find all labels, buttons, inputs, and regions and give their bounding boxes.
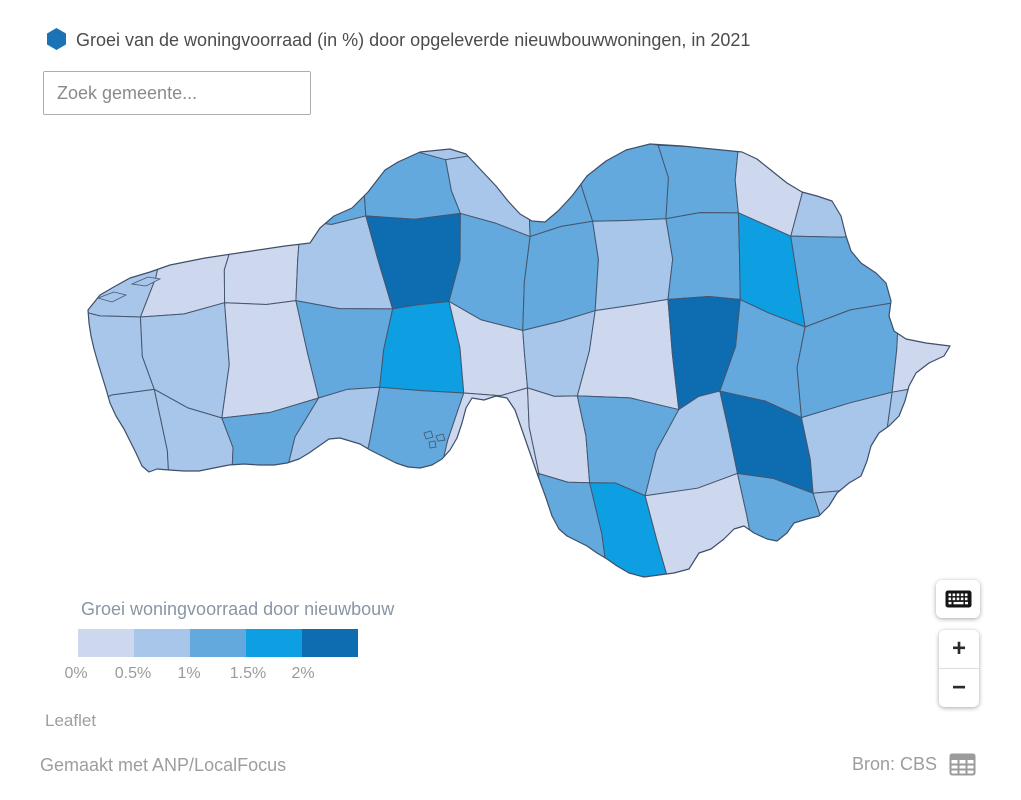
page-title: Groei van de woningvoorraad (in %) door … [76,30,751,50]
made-with-attribution: Gemaakt met ANP/LocalFocus [40,755,287,775]
legend-swatch [134,629,190,657]
search-input[interactable] [43,71,311,115]
municipality-region[interactable] [165,138,234,244]
municipality-region[interactable] [379,300,465,394]
table-icon [949,753,976,776]
legend-label: 0.5% [114,665,152,682]
zoom-out-button[interactable]: − [939,668,979,706]
legend-swatch [246,629,302,657]
municipality-region[interactable] [300,138,371,225]
municipality-region[interactable] [283,482,366,593]
legend-label: 2% [291,665,315,682]
municipality-region[interactable] [65,138,175,229]
municipality-region[interactable] [223,219,302,306]
municipality-region[interactable] [665,212,741,301]
localfocus-hexagon-icon [47,28,66,50]
zoom-control: + − [939,630,979,707]
municipality-region[interactable] [885,144,959,239]
municipality-region[interactable] [592,218,674,312]
municipality-region[interactable] [65,480,172,582]
legend-swatch [78,629,134,657]
municipality-region[interactable] [433,473,540,596]
municipality-region[interactable] [578,138,669,222]
keyboard-icon [945,590,971,608]
legend-title: Groei woningvoorraad door nieuwbouw [81,599,395,619]
municipality-region[interactable] [883,479,960,582]
municipality-region[interactable] [143,483,233,575]
municipality-region[interactable] [211,138,306,244]
source-text: Bron: CBS [851,754,937,774]
municipality-region[interactable] [358,480,439,596]
legend-label: 0% [64,665,88,682]
source-attribution: Bron: CBS [852,753,976,776]
choropleth-map[interactable] [60,138,960,628]
legend-swatch [190,629,246,657]
zoom-in-button[interactable]: + [939,630,979,668]
legend-label: 1% [177,665,201,682]
municipality-region[interactable] [885,385,960,491]
leaflet-attribution-link[interactable]: Leaflet [45,711,97,730]
municipality-region[interactable] [812,488,893,570]
municipality-region[interactable] [73,388,172,510]
legend-color-bar [78,629,358,657]
municipality-region[interactable] [885,228,960,308]
municipality-region[interactable] [657,140,740,220]
legend-swatch [302,629,358,657]
keyboard-button[interactable] [936,580,980,618]
legend-label: 1.5% [229,665,267,682]
municipality-region[interactable] [213,482,316,593]
